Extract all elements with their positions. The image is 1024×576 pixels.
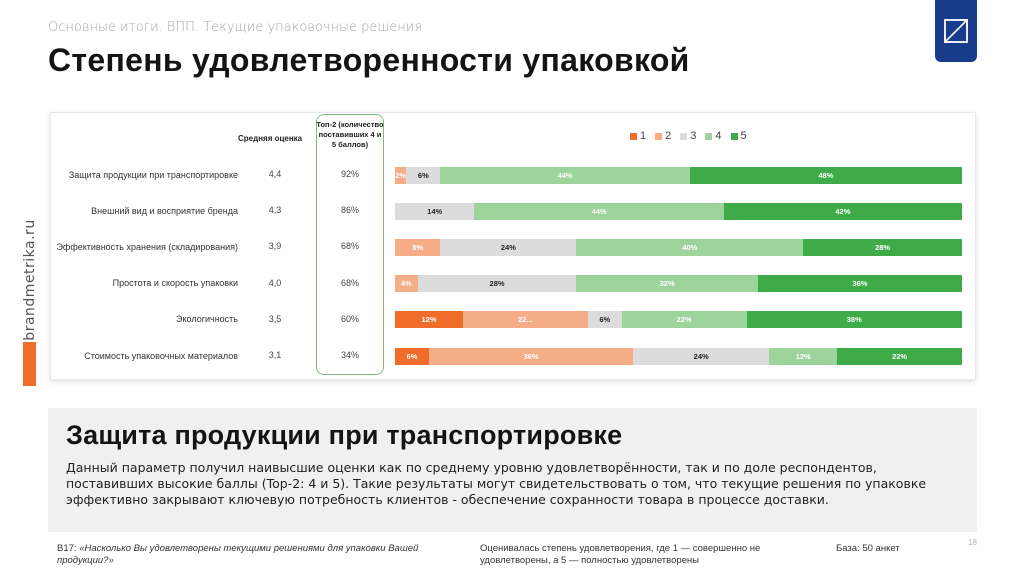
row-top2: 34% xyxy=(340,350,359,360)
bar-segment-2: 8% xyxy=(395,238,441,256)
legend-swatch xyxy=(705,132,713,140)
row-top2: 68% xyxy=(340,241,359,252)
legend-swatch xyxy=(630,132,637,140)
slide-title: Степень удовлетворенности упаковкой xyxy=(48,42,690,78)
summary-text: Данный параметр получил наивысшие оценки… xyxy=(66,460,927,507)
stacked-bar: 12% 22... 6% 22% 38% xyxy=(395,311,962,329)
legend-label: 4 xyxy=(715,130,722,142)
legend-item-2: 2 xyxy=(655,130,671,142)
summary-panel xyxy=(48,408,977,532)
stacked-bar: 2% 6% 44% 48% xyxy=(395,166,962,184)
row-top2: 68% xyxy=(340,277,359,288)
bar-segment-1: 6% xyxy=(395,347,430,365)
row-top2: 60% xyxy=(340,313,359,324)
bar-segment-3: 14% xyxy=(395,202,475,220)
bar-segment-5: 22% xyxy=(837,347,962,365)
stacked-bar: 6% 36% 24% 12% 22% xyxy=(395,347,962,365)
row-average: 4,3 xyxy=(268,205,282,216)
bar-segment-1: 12% xyxy=(395,311,464,329)
row-top2: 86% xyxy=(340,205,359,216)
brand-url: brandmetrika.ru xyxy=(22,219,38,341)
bar-segment-5: 42% xyxy=(723,202,962,220)
row-label: Эффективность хранения (складирования) xyxy=(56,241,238,252)
legend-item-4: 4 xyxy=(705,130,722,142)
row-label: Внешний вид и восприятие бренда xyxy=(91,205,238,216)
bar-segment-2: 4% xyxy=(395,275,418,293)
brand-accent-bar xyxy=(23,342,36,386)
bar-segment-3: 24% xyxy=(633,347,770,365)
summary-heading: Защита продукции при транспортировке xyxy=(66,420,623,450)
vertical-brand-text: brandmetrika.ru xyxy=(22,219,38,341)
bar-segment-2: 2% xyxy=(395,166,407,184)
bar-segment-5: 38% xyxy=(746,311,962,329)
resize-square-icon xyxy=(944,19,968,43)
logo-badge xyxy=(935,0,977,62)
bar-segment-3: 24% xyxy=(440,238,577,256)
row-average: 4,4 xyxy=(268,169,282,179)
footer-base: База: 50 анкет xyxy=(836,543,900,554)
page-number: 18 xyxy=(968,538,977,547)
slide-subtitle: Основные итоги. ВПП. Текущие упаковочные… xyxy=(48,20,423,35)
row-label: Экологичность xyxy=(176,314,238,325)
stacked-bar: 14% 44% 42% xyxy=(395,202,962,220)
bar-segment-3: 28% xyxy=(417,275,577,293)
chart-legend: 1 2 3 4 5 xyxy=(630,130,747,142)
row-label: Защита продукции при транспортировке xyxy=(68,169,238,180)
row-average: 3,5 xyxy=(268,313,282,324)
bar-segment-4: 40% xyxy=(576,238,804,256)
legend-label: 2 xyxy=(665,130,672,142)
bar-segment-4: 44% xyxy=(440,166,690,184)
row-average: 4,0 xyxy=(268,277,282,288)
row-top2: 92% xyxy=(340,169,359,179)
bar-segment-5: 48% xyxy=(689,166,962,184)
bar-segment-5: 36% xyxy=(757,275,962,293)
top2-column-header: Топ-2 (количество поставивших 4 и 5 балл… xyxy=(316,120,384,149)
legend-item-5: 5 xyxy=(730,130,747,142)
row-label: Стоимость упаковочных материалов xyxy=(84,350,238,361)
bar-segment-3: 6% xyxy=(406,166,441,184)
row-average: 3,1 xyxy=(268,350,282,360)
legend-swatch xyxy=(730,132,738,140)
bar-segment-4: 32% xyxy=(576,275,758,293)
top2-highlight-box xyxy=(316,114,384,375)
bar-segment-4: 22% xyxy=(621,311,747,329)
legend-item-1: 1 xyxy=(630,130,646,142)
question-text: «Насколько Вы удовлетворены текущими реш… xyxy=(57,543,419,566)
legend-swatch xyxy=(655,132,663,140)
legend-label: 5 xyxy=(740,130,747,142)
bar-segment-3: 6% xyxy=(587,311,622,329)
row-average: 3,9 xyxy=(268,241,282,252)
bar-segment-2: 22... xyxy=(463,311,588,329)
bar-segment-5: 28% xyxy=(803,238,962,256)
bar-segment-2: 36% xyxy=(429,347,634,365)
question-code: B17: xyxy=(57,543,80,554)
stacked-bar: 8% 24% 40% 28% xyxy=(395,238,962,256)
bar-segment-4: 44% xyxy=(474,202,724,220)
legend-label: 3 xyxy=(690,130,697,142)
bar-segment-4: 12% xyxy=(769,347,838,365)
footer-question: B17: «Насколько Вы удовлетворены текущим… xyxy=(57,543,457,567)
row-label: Простота и скорость упаковки xyxy=(112,278,238,289)
legend-label: 1 xyxy=(640,130,647,142)
legend-item-3: 3 xyxy=(680,130,696,142)
footer-scale-note: Оценивалась степень удовлетворения, где … xyxy=(480,543,761,566)
legend-swatch xyxy=(680,132,688,140)
stacked-bar: 4% 28% 32% 36% xyxy=(395,275,962,293)
average-column-header: Средняя оценка xyxy=(238,134,303,143)
